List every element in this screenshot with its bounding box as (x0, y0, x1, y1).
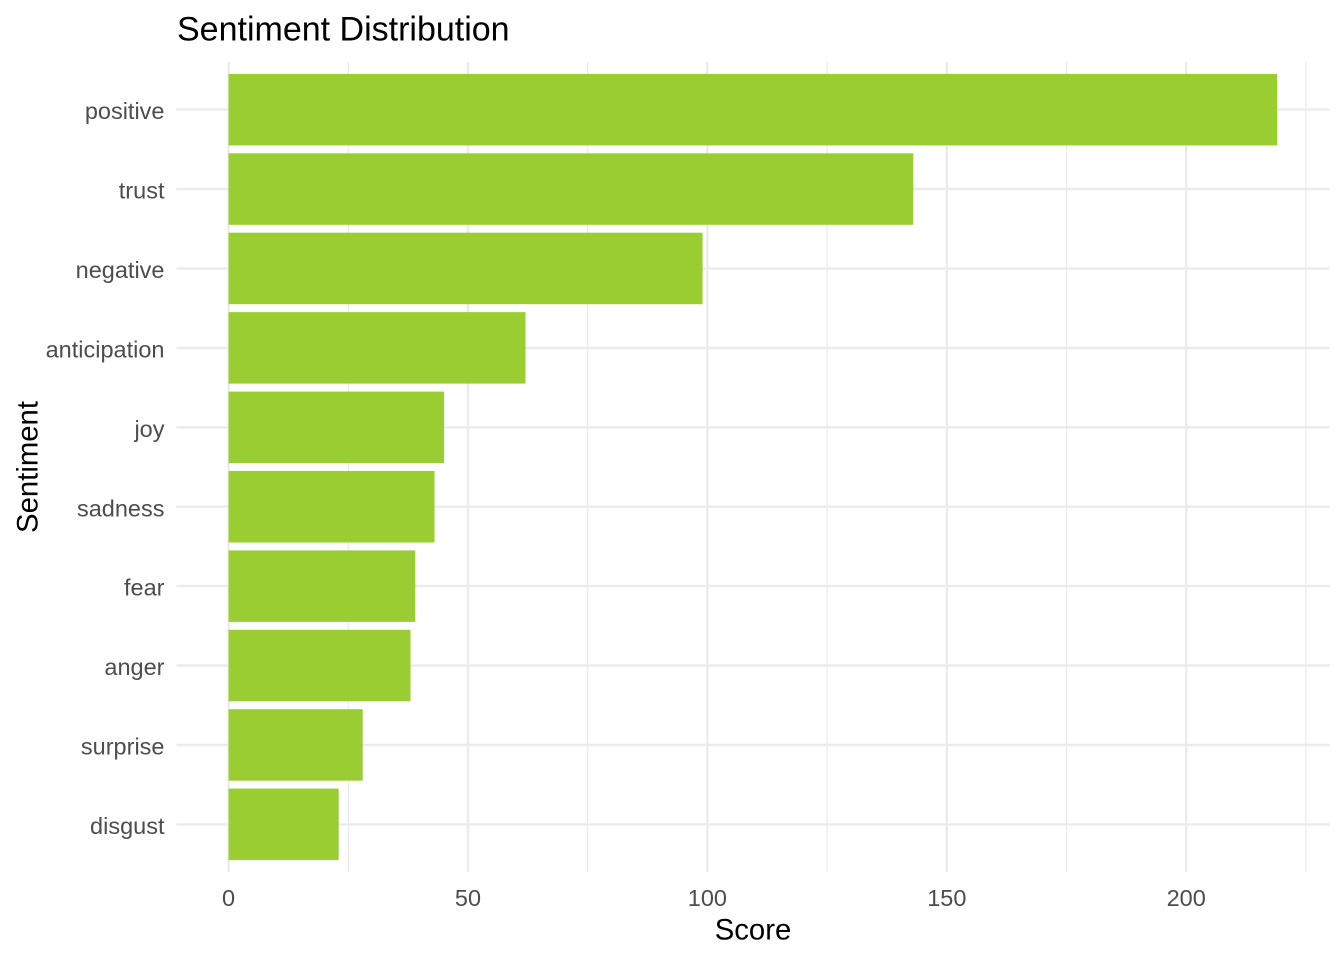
svg-text:disgust: disgust (90, 813, 165, 839)
svg-text:0: 0 (222, 885, 235, 911)
svg-text:100: 100 (688, 885, 727, 911)
svg-text:joy: joy (133, 416, 164, 442)
svg-text:surprise: surprise (81, 734, 165, 760)
svg-text:sadness: sadness (77, 495, 165, 521)
svg-text:150: 150 (927, 885, 966, 911)
svg-text:50: 50 (455, 885, 481, 911)
svg-text:anger: anger (104, 654, 164, 680)
svg-text:Sentiment: Sentiment (12, 401, 45, 533)
svg-text:Score: Score (715, 914, 792, 947)
svg-text:positive: positive (85, 98, 165, 124)
svg-text:Sentiment Distribution: Sentiment Distribution (177, 11, 510, 49)
svg-text:trust: trust (119, 178, 165, 204)
svg-text:fear: fear (124, 575, 165, 601)
svg-text:200: 200 (1167, 885, 1206, 911)
svg-text:anticipation: anticipation (46, 337, 165, 363)
svg-text:negative: negative (76, 257, 165, 283)
